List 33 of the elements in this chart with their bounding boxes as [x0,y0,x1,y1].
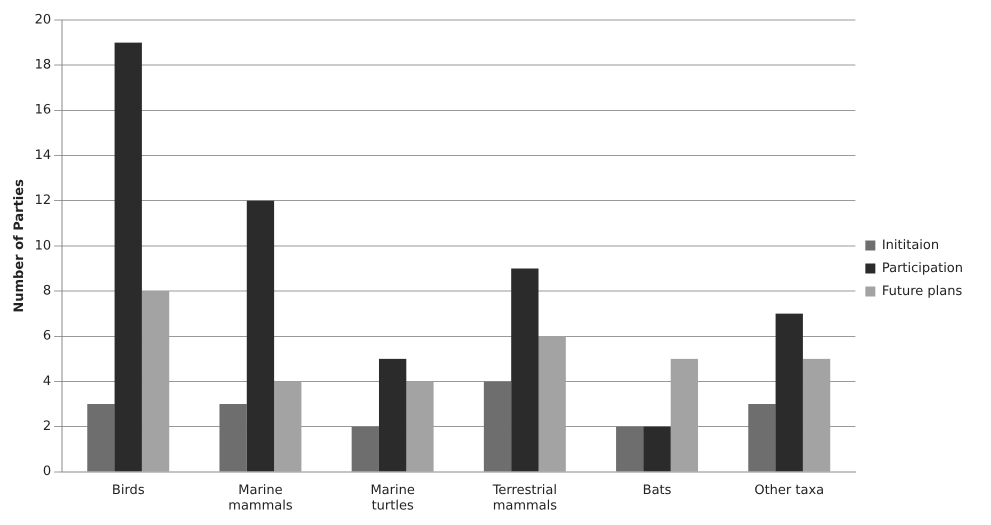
x-tick-label: Birds [112,482,145,498]
y-tick-label: 14 [34,148,52,163]
x-tick-label: Terrestrial mammals [492,482,558,514]
x-tick-label: Marine turtles [370,482,415,514]
y-tick-label: 16 [34,102,52,118]
legend-label: Inititaion [882,238,940,253]
y-tick-label: 2 [42,418,52,434]
bar [511,268,539,472]
y-tick-label: 4 [42,374,52,389]
y-tick-label: 12 [34,193,52,208]
y-tick-label: 20 [34,12,52,28]
bar [643,426,671,472]
y-tick-label: 18 [34,58,52,73]
bar [219,404,247,472]
y-tick-label: 0 [42,464,52,480]
y-tick-label: 8 [42,283,52,298]
bar [776,314,803,472]
bar [246,200,274,472]
bar [114,42,142,472]
x-tick-label: Bats [642,482,672,498]
bar [87,404,115,472]
y-axis-title: Number of Parties [12,178,28,313]
bar [484,381,512,472]
y-tick-label: 6 [42,328,52,344]
bar [616,426,644,472]
x-tick-label: Marine mammals [228,482,293,514]
legend-label: Participation [882,260,963,276]
bar [352,426,379,472]
legend-label: Future plans [882,284,962,299]
x-tick-label: Other taxa [754,482,824,498]
y-tick-label: 10 [34,238,52,254]
bar [378,358,406,472]
bar [748,404,776,472]
